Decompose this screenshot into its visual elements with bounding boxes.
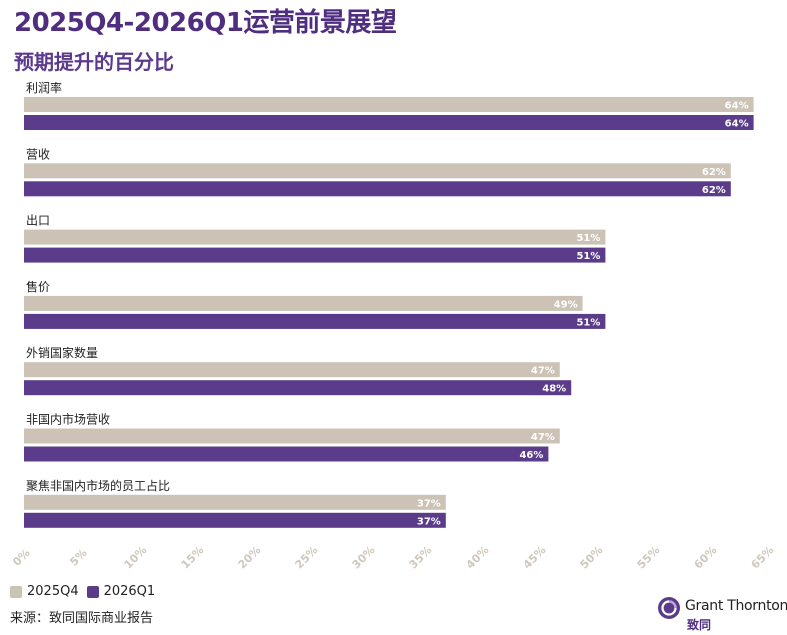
x-tick-label: 25%	[293, 544, 321, 572]
category-label: 非国内市场营收	[26, 412, 110, 427]
bar-2026q1	[24, 512, 446, 528]
x-tick-label: 60%	[692, 544, 720, 572]
data-label-2026q1: 51%	[576, 251, 600, 262]
data-label-2025q4: 47%	[531, 432, 555, 443]
chart-legend: 2025Q4 2026Q1	[10, 584, 155, 599]
bar-2025q4	[24, 428, 560, 444]
grant-thornton-logo: Grant Thornton 致同	[657, 594, 787, 632]
x-tick-label: 65%	[749, 544, 777, 572]
brand-name-cn: 致同	[687, 618, 712, 632]
bar-2026q1	[24, 247, 606, 263]
data-label-2025q4: 37%	[417, 498, 441, 509]
x-tick-label: 40%	[464, 544, 492, 572]
category-label: 外销国家数量	[26, 345, 98, 360]
x-tick-label: 35%	[407, 544, 435, 572]
legend-label-2025q4: 2025Q4	[27, 584, 79, 599]
x-tick-label: 15%	[179, 544, 207, 572]
x-tick-label: 50%	[578, 544, 606, 572]
x-tick-label: 55%	[635, 544, 663, 572]
chart-subtitle: 预期提升的百分比	[14, 50, 174, 74]
bar-2026q1	[24, 181, 731, 197]
legend-swatch-2026q1	[86, 585, 99, 598]
page-title: 2025Q4-2026Q1运营前景展望	[14, 8, 397, 38]
x-tick-label: 10%	[122, 544, 150, 572]
legend-item-2026q1: 2026Q1	[86, 584, 156, 599]
data-label-2026q1: 46%	[519, 450, 543, 461]
bar-2026q1	[24, 115, 754, 130]
legend-label-2026q1: 2026Q1	[103, 584, 156, 599]
data-label-2026q1: 48%	[542, 384, 566, 395]
bar-2025q4	[24, 494, 446, 510]
bar-2026q1	[24, 313, 606, 329]
data-label-2025q4: 62%	[702, 167, 726, 178]
category-label: 售价	[26, 279, 50, 294]
data-label-2025q4: 47%	[531, 366, 555, 377]
category-label: 聚焦非国内市场的员工占比	[26, 478, 170, 493]
bar-2026q1	[24, 446, 549, 462]
x-tick-label: 5%	[67, 546, 89, 568]
data-label-2025q4: 51%	[576, 233, 600, 244]
data-label-2026q1: 37%	[417, 516, 441, 527]
category-label: 出口	[26, 214, 50, 228]
bar-2025q4	[24, 295, 583, 311]
brand-name: Grant Thornton	[685, 598, 787, 614]
data-label-2026q1: 62%	[702, 185, 726, 196]
data-label-2026q1: 64%	[725, 119, 749, 130]
x-tick-label: 45%	[521, 544, 549, 572]
bar-chart: 利润率 64% 64% 营收 62% 62% 出口 51% 51% 售价 49% 51% 外销国家数量 4…	[10, 80, 777, 572]
bar-2025q4	[24, 362, 560, 378]
x-tick-label: 0%	[10, 546, 32, 568]
x-tick-label: 20%	[236, 544, 264, 572]
data-label-2025q4: 49%	[554, 299, 578, 310]
legend-swatch-2025q4	[10, 585, 22, 598]
grant-thornton-logo-icon	[658, 597, 680, 619]
source-note: 来源：致同国际商业报告	[10, 611, 154, 626]
bar-2026q1	[24, 380, 572, 396]
data-label-2026q1: 51%	[576, 317, 600, 328]
data-label-2025q4: 64%	[725, 101, 749, 112]
bar-2025q4	[24, 97, 754, 112]
x-tick-label: 30%	[350, 544, 378, 572]
bar-2025q4	[24, 229, 606, 245]
bar-2025q4	[24, 163, 731, 179]
category-label: 利润率	[26, 80, 62, 95]
legend-item-2025q4: 2025Q4	[10, 584, 79, 599]
category-label: 营收	[26, 147, 50, 161]
